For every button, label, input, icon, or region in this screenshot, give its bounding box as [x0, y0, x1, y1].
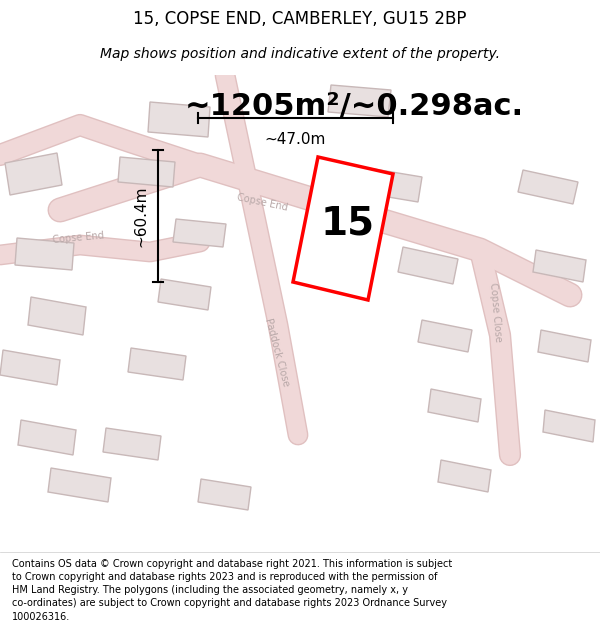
- Polygon shape: [5, 153, 62, 195]
- Polygon shape: [198, 479, 251, 510]
- Polygon shape: [328, 85, 391, 117]
- Polygon shape: [18, 420, 76, 455]
- Polygon shape: [358, 167, 422, 202]
- Polygon shape: [173, 219, 226, 247]
- Text: to Crown copyright and database rights 2023 and is reproduced with the permissio: to Crown copyright and database rights 2…: [12, 572, 437, 582]
- Polygon shape: [418, 320, 472, 352]
- Polygon shape: [158, 279, 211, 310]
- Text: ~1205m²/~0.298ac.: ~1205m²/~0.298ac.: [185, 92, 524, 121]
- Polygon shape: [398, 247, 458, 284]
- Text: 15: 15: [321, 204, 375, 242]
- Polygon shape: [15, 238, 74, 270]
- Text: 15, COPSE END, CAMBERLEY, GU15 2BP: 15, COPSE END, CAMBERLEY, GU15 2BP: [133, 10, 467, 27]
- Polygon shape: [103, 428, 161, 460]
- Text: co-ordinates) are subject to Crown copyright and database rights 2023 Ordnance S: co-ordinates) are subject to Crown copyr…: [12, 598, 447, 608]
- Polygon shape: [0, 350, 60, 385]
- Text: Copse End: Copse End: [236, 192, 289, 213]
- Polygon shape: [438, 460, 491, 492]
- Polygon shape: [543, 410, 595, 442]
- Polygon shape: [118, 157, 175, 187]
- Text: 100026316.: 100026316.: [12, 611, 70, 621]
- Polygon shape: [518, 170, 578, 204]
- Text: Copse Close: Copse Close: [488, 282, 503, 342]
- Text: Paddock Close: Paddock Close: [263, 317, 291, 388]
- Polygon shape: [538, 330, 591, 362]
- Polygon shape: [128, 348, 186, 380]
- Polygon shape: [148, 102, 210, 137]
- Text: Copse End: Copse End: [52, 231, 104, 245]
- Polygon shape: [48, 468, 111, 502]
- Polygon shape: [28, 297, 86, 335]
- Polygon shape: [293, 157, 393, 300]
- Text: HM Land Registry. The polygons (including the associated geometry, namely x, y: HM Land Registry. The polygons (includin…: [12, 585, 408, 595]
- Text: ~47.0m: ~47.0m: [265, 132, 326, 147]
- Polygon shape: [533, 250, 586, 282]
- Text: ~60.4m: ~60.4m: [133, 185, 148, 247]
- Text: Contains OS data © Crown copyright and database right 2021. This information is : Contains OS data © Crown copyright and d…: [12, 559, 452, 569]
- Text: Map shows position and indicative extent of the property.: Map shows position and indicative extent…: [100, 47, 500, 61]
- Polygon shape: [428, 389, 481, 422]
